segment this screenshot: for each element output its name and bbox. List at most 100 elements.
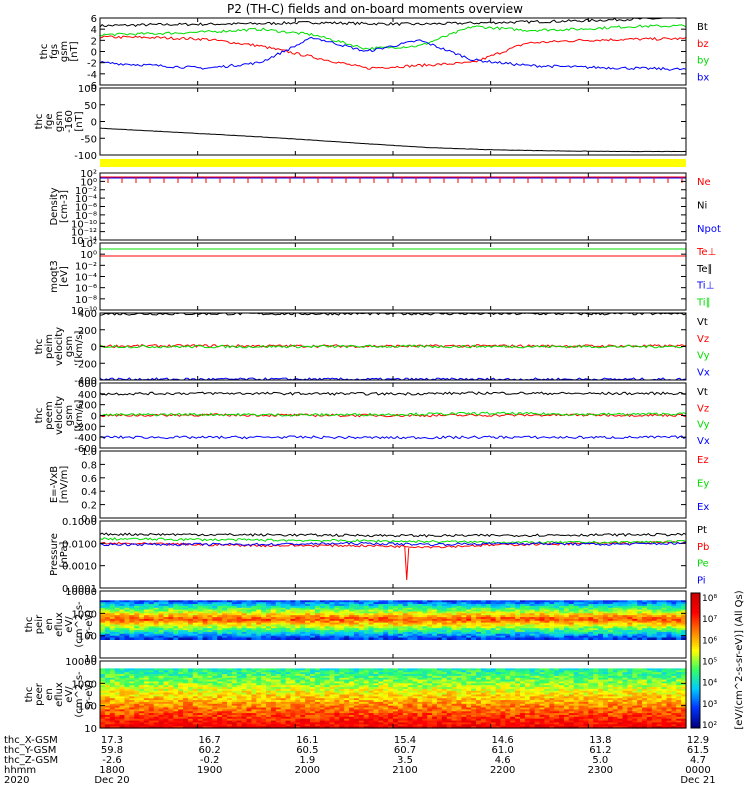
heatmap-cell (476, 683, 482, 686)
heatmap-cell (187, 635, 194, 639)
heatmap-cell (617, 626, 624, 629)
heatmap-cell (368, 685, 375, 688)
heatmap-cell (305, 611, 311, 614)
heatmap-cell (559, 637, 565, 640)
heatmap-cell (358, 618, 365, 622)
heatmap-cell (588, 698, 594, 701)
heatmap-cell (520, 617, 526, 620)
heatmap-cell (349, 674, 355, 677)
heatmap-cell (485, 690, 492, 694)
heatmap-cell (285, 694, 292, 697)
heatmap-cell (353, 696, 360, 699)
heatmap-cell (202, 685, 209, 688)
heatmap-cell (656, 685, 663, 688)
heatmap-cell (476, 674, 482, 677)
heatmap-cell (261, 692, 267, 696)
heatmap-cell (436, 679, 443, 683)
heatmap-cell (456, 602, 462, 605)
heatmap-cell (563, 607, 570, 611)
heatmap-cell (349, 615, 355, 618)
heatmap-cell (417, 624, 423, 627)
heatmap-cell (187, 670, 194, 673)
heatmap-cell (358, 600, 365, 603)
heatmap-cell (568, 677, 575, 681)
heatmap-cell (114, 690, 121, 694)
heatmap-cell (319, 679, 326, 683)
heatmap-cell (676, 696, 682, 699)
heatmap-cell (319, 600, 326, 603)
heatmap-cell (256, 633, 262, 637)
heatmap-cell (295, 687, 301, 690)
heatmap-cell (661, 609, 668, 613)
y-axis-label: (cm^2-s- (74, 601, 85, 648)
heatmap-cell (334, 675, 340, 679)
heatmap-cell (505, 631, 511, 635)
heatmap-cell (544, 688, 550, 692)
heatmap-cell (280, 604, 287, 607)
heatmap-cell (251, 685, 257, 688)
heatmap-cell (295, 637, 301, 640)
heatmap-cell (353, 633, 360, 637)
heatmap-cell (314, 613, 321, 616)
heatmap-cell (314, 615, 321, 618)
heatmap-cell (593, 696, 599, 699)
heatmap-cell (207, 687, 213, 690)
heatmap-cell (627, 690, 633, 694)
heatmap-cell (422, 694, 428, 697)
heatmap-cell (183, 679, 189, 683)
heatmap-cell (593, 690, 599, 694)
heatmap-cell (324, 696, 331, 699)
heatmap-cell (251, 675, 257, 679)
heatmap-cell (344, 679, 350, 683)
y-tick-label: 10 (84, 654, 97, 665)
heatmap-cell (349, 633, 355, 637)
heatmap-cell (637, 631, 643, 635)
heatmap-cell (515, 617, 521, 620)
heatmap-cell (187, 628, 194, 631)
heatmap-cell (529, 672, 536, 675)
heatmap-cell (114, 696, 121, 699)
heatmap-cell (217, 620, 223, 624)
heatmap-cell (612, 677, 619, 681)
heatmap-cell (612, 683, 619, 686)
heatmap-cell (563, 609, 570, 613)
heatmap-cell (412, 615, 418, 618)
heatmap-cell (363, 617, 370, 620)
heatmap-cell (124, 635, 130, 639)
heatmap-cell (373, 696, 379, 699)
heatmap-cell (314, 605, 321, 609)
heatmap-cell (202, 602, 209, 605)
heatmap-cell (319, 688, 326, 692)
heatmap-cell (290, 694, 296, 697)
heatmap-cell (275, 694, 282, 697)
heatmap-cell (583, 694, 589, 697)
heatmap-cell (612, 675, 619, 679)
heatmap-cell (476, 605, 482, 609)
heatmap-cell (559, 628, 565, 631)
heatmap-cell (539, 600, 545, 603)
heatmap-cell (471, 683, 477, 686)
heatmap-cell (661, 677, 668, 681)
heatmap-cell (314, 633, 321, 637)
heatmap-cell (134, 670, 140, 673)
heatmap-cell (573, 696, 580, 699)
heatmap-cell (676, 672, 682, 675)
y-axis-label: thc (34, 339, 45, 355)
heatmap-cell (358, 631, 365, 635)
heatmap-cell (500, 635, 506, 639)
heatmap-cell (563, 602, 570, 605)
heatmap-cell (412, 692, 418, 696)
heatmap-cell (114, 679, 121, 683)
heatmap-cell (310, 668, 316, 671)
heatmap-cell (212, 602, 218, 605)
y-tick-label: 1.0 (81, 447, 97, 458)
heatmap-cell (627, 630, 633, 633)
heatmap-cell (207, 609, 213, 613)
heatmap-cell (402, 611, 409, 614)
heatmap-cell (192, 637, 199, 640)
heatmap-cell (295, 692, 301, 696)
heatmap-cell (373, 679, 379, 683)
heatmap-cell (544, 630, 550, 633)
heatmap-cell (515, 618, 521, 622)
heatmap-cell (632, 635, 638, 639)
